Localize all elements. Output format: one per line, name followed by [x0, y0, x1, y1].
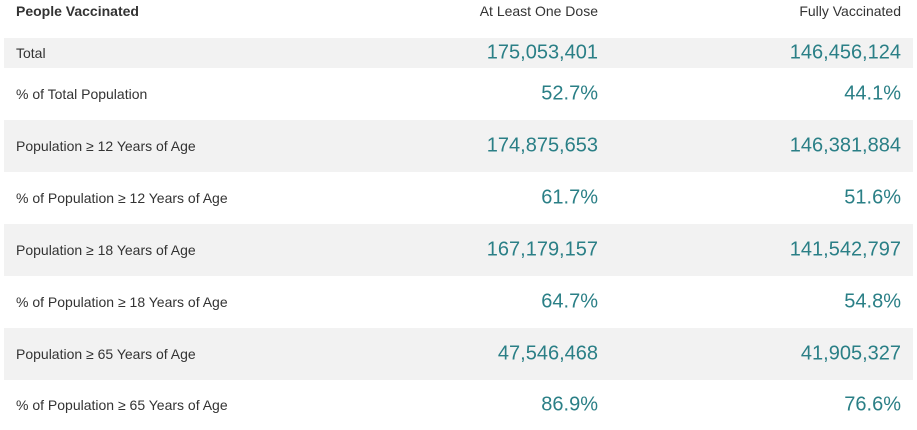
row-label: % of Population ≥ 65 Years of Age: [16, 397, 228, 413]
table-row-pop-12: Population ≥ 12 Years of Age 174,875,653…: [4, 120, 913, 172]
row-at-least-one-dose-value: 64.7%: [541, 290, 598, 313]
row-label: % of Population ≥ 12 Years of Age: [16, 190, 228, 206]
row-label: Population ≥ 18 Years of Age: [16, 242, 196, 258]
table-row-total: Total 175,053,401 146,456,124: [4, 38, 913, 68]
row-label: Population ≥ 12 Years of Age: [16, 138, 196, 154]
row-label: Population ≥ 65 Years of Age: [16, 346, 196, 362]
row-fully-vaccinated-value: 146,456,124: [789, 41, 901, 64]
row-at-least-one-dose-value: 167,179,157: [486, 238, 598, 261]
table-row-pct-pop-18: % of Population ≥ 18 Years of Age 64.7% …: [4, 276, 913, 328]
row-fully-vaccinated-value: 44.1%: [844, 82, 901, 105]
row-label: Total: [16, 45, 46, 61]
header-people-vaccinated: People Vaccinated: [16, 3, 139, 19]
row-at-least-one-dose-value: 52.7%: [541, 82, 598, 105]
row-at-least-one-dose-value: 47,546,468: [497, 342, 598, 365]
row-label: % of Total Population: [16, 86, 148, 102]
row-at-least-one-dose-value: 61.7%: [541, 186, 598, 209]
table-row-pop-18: Population ≥ 18 Years of Age 167,179,157…: [4, 224, 913, 276]
row-label: % of Population ≥ 18 Years of Age: [16, 294, 228, 310]
row-fully-vaccinated-value: 54.8%: [844, 290, 901, 313]
row-fully-vaccinated-value: 76.6%: [844, 393, 901, 416]
row-fully-vaccinated-value: 51.6%: [844, 186, 901, 209]
row-fully-vaccinated-value: 146,381,884: [789, 134, 901, 157]
row-fully-vaccinated-value: 141,542,797: [789, 238, 901, 261]
table-row-pop-65: Population ≥ 65 Years of Age 47,546,468 …: [4, 328, 913, 380]
row-at-least-one-dose-value: 175,053,401: [486, 41, 598, 64]
row-at-least-one-dose-value: 86.9%: [541, 393, 598, 416]
table-row-pct-total: % of Total Population 52.7% 44.1%: [4, 68, 913, 120]
row-fully-vaccinated-value: 41,905,327: [800, 342, 901, 365]
row-at-least-one-dose-value: 174,875,653: [486, 134, 598, 157]
table-row-pct-pop-65: % of Population ≥ 65 Years of Age 86.9% …: [4, 380, 913, 430]
table-header: People Vaccinated At Least One Dose Full…: [0, 0, 917, 36]
header-fully-vaccinated: Fully Vaccinated: [799, 3, 901, 19]
table-row-pct-pop-12: % of Population ≥ 12 Years of Age 61.7% …: [4, 172, 913, 224]
header-at-least-one-dose: At Least One Dose: [479, 3, 598, 19]
